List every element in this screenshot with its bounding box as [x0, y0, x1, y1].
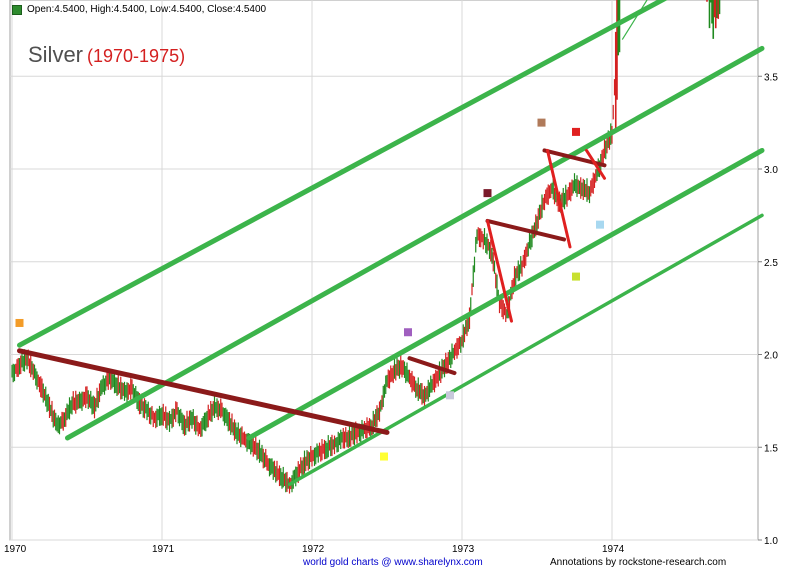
chart-title-main: Silver [28, 42, 84, 67]
x-tick-label: 1973 [452, 544, 475, 555]
channel-line [621, 0, 648, 40]
annotation-credit: Annotations by rockstone-research.com [550, 557, 727, 568]
x-tick-label: 1972 [302, 544, 325, 555]
pivot-marker [446, 391, 454, 400]
pivot-marker [483, 189, 492, 198]
resistance-line [407, 356, 457, 376]
channel-line [65, 45, 765, 441]
x-tick-label: 1971 [152, 544, 175, 555]
pivot-marker [15, 318, 24, 327]
channel-line [17, 0, 668, 348]
annotation-lines-layer [17, 0, 765, 487]
y-tick-label: 1.5 [764, 443, 778, 454]
pivot-marker [404, 328, 412, 337]
resistance-line [17, 348, 390, 435]
chart-title-period: (1970-1975) [87, 46, 186, 66]
ohlc-legend: Open:4.5400, High:4.5400, Low:4.5400, Cl… [12, 4, 266, 15]
channel-line [287, 213, 764, 487]
grid-layer [10, 0, 758, 541]
resistance-line [485, 218, 566, 242]
pivot-marker [572, 272, 580, 281]
legend-swatch-icon [12, 4, 22, 15]
y-tick-label: 2.0 [764, 351, 778, 362]
plot-area [9, 0, 759, 541]
pivot-marker [380, 452, 388, 461]
pattern-line [486, 219, 513, 323]
ohlc-legend-text: Open:4.5400, High:4.5400, Low:4.5400, Cl… [27, 4, 267, 15]
pivot-marker [537, 118, 546, 127]
y-tick-label: 3.5 [764, 72, 778, 83]
x-tick-label: 1970 [4, 544, 27, 555]
pivot-marker [596, 220, 604, 229]
pattern-line [546, 148, 572, 249]
pattern-line [585, 148, 606, 180]
y-tick-label: 3.0 [764, 165, 778, 176]
chart-title: Silver (1970-1975) [28, 42, 185, 68]
y-tick-label: 1.0 [764, 536, 778, 547]
y-tick-label: 2.5 [764, 258, 778, 269]
x-tick-label: 1974 [602, 544, 625, 555]
pivot-marker [572, 127, 580, 136]
source-credit-link[interactable]: world gold charts @ www.sharelynx.com [303, 557, 483, 568]
pivot-markers-layer [15, 118, 604, 461]
axis-ticks-layer: 1.01.52.02.53.03.54.04.55.05.56.06.51970… [4, 72, 778, 555]
